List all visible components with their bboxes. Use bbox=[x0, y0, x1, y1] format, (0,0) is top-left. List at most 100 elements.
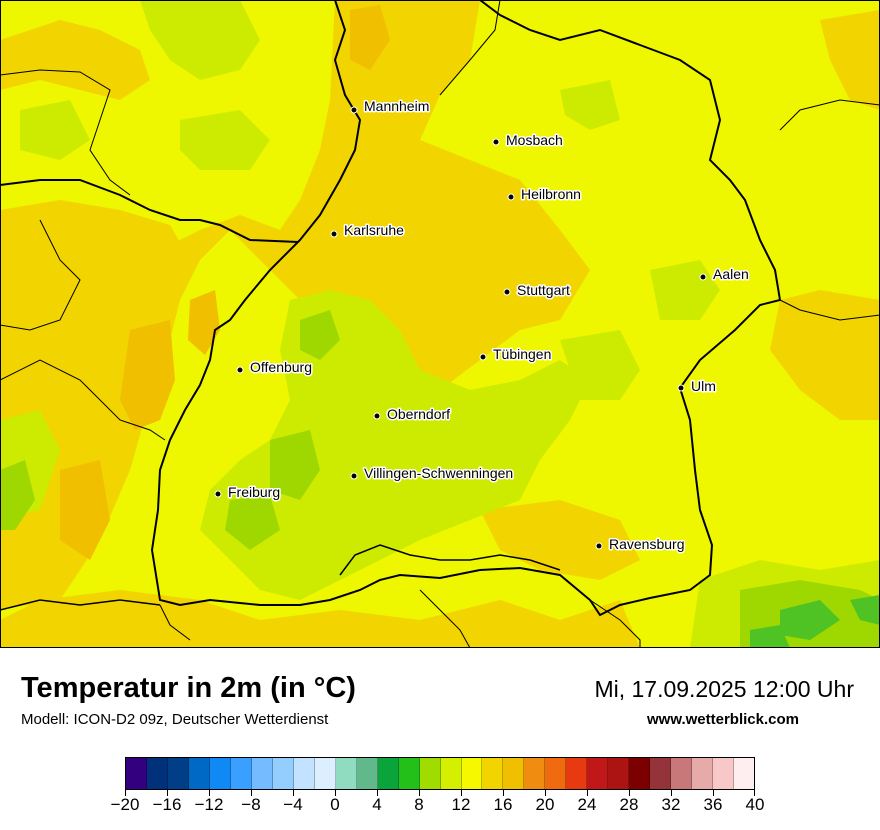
svg-text:Tübingen: Tübingen bbox=[493, 346, 551, 362]
colorbar-tick-label: 28 bbox=[619, 795, 639, 814]
svg-text:Villingen-Schwenningen: Villingen-Schwenningen bbox=[364, 465, 513, 481]
temperature-colorbar bbox=[125, 757, 755, 790]
city-aalen: Aalen bbox=[699, 265, 750, 284]
colorbar-tick-label: 36 bbox=[703, 795, 723, 814]
colorbar-tick bbox=[545, 790, 546, 796]
colorbar-segment bbox=[314, 758, 336, 789]
colorbar-segment bbox=[167, 758, 189, 789]
colorbar-segment bbox=[692, 758, 714, 789]
colorbar-tick-label: 24 bbox=[577, 795, 597, 814]
city-mannheim: Mannheim bbox=[350, 97, 431, 116]
colorbar-tick bbox=[293, 790, 294, 796]
svg-text:Freiburg: Freiburg bbox=[228, 484, 280, 500]
colorbar-segment bbox=[188, 758, 210, 789]
colorbar-tick-label: 16 bbox=[493, 795, 513, 814]
model-credit: Modell: ICON-D2 09z, Deutscher Wetterdie… bbox=[21, 711, 329, 728]
colorbar-tick bbox=[167, 790, 168, 796]
colorbar-segment bbox=[356, 758, 378, 789]
colorbar-segment bbox=[545, 758, 567, 789]
colorbar-segment bbox=[146, 758, 168, 789]
colorbar-segment bbox=[671, 758, 693, 789]
city-stuttgart: Stuttgart bbox=[503, 281, 572, 300]
colorbar-segment bbox=[251, 758, 273, 789]
colorbar-segment bbox=[461, 758, 483, 789]
colorbar-ticks: −20 −16 −12 −8 −4 0 4 8 12 16 20 24 28 32 36 40 bbox=[111, 790, 764, 830]
colorbar-segment bbox=[377, 758, 399, 789]
colorbar-segment bbox=[293, 758, 315, 789]
colorbar-segment bbox=[126, 758, 147, 789]
city-villingen-schwenningen: Villingen-Schwenningen bbox=[350, 464, 515, 483]
city-tuebingen: Tübingen bbox=[479, 345, 553, 364]
colorbar-segment bbox=[713, 758, 735, 789]
colorbar-tick-label: 0 bbox=[330, 795, 340, 814]
borders bbox=[0, 0, 880, 648]
colorbar-tick bbox=[713, 790, 714, 796]
svg-text:Karlsruhe: Karlsruhe bbox=[344, 222, 404, 238]
colorbar-segment bbox=[230, 758, 252, 789]
svg-text:Offenburg: Offenburg bbox=[250, 359, 312, 375]
colorbar-tick bbox=[587, 790, 588, 796]
field-warmer bbox=[60, 5, 390, 560]
temperature-map: Mannheim Mosbach Heilbronn Karlsruhe Aal… bbox=[0, 0, 880, 648]
colorbar-tick bbox=[335, 790, 336, 796]
city-oberndorf: Oberndorf bbox=[373, 405, 452, 424]
colorbar-segment bbox=[608, 758, 630, 789]
colorbar-tick bbox=[461, 790, 462, 796]
colorbar-tick bbox=[209, 790, 210, 796]
city-markers: Mannheim Mosbach Heilbronn Karlsruhe Aal… bbox=[214, 97, 750, 554]
colorbar-tick-label: 4 bbox=[372, 795, 382, 814]
website-link[interactable]: www.wetterblick.com bbox=[647, 711, 799, 728]
colorbar-tick-label: 8 bbox=[414, 795, 424, 814]
city-offenburg: Offenburg bbox=[236, 358, 314, 377]
svg-text:Stuttgart: Stuttgart bbox=[517, 282, 570, 298]
colorbar-tick-label: −20 bbox=[110, 795, 140, 814]
svg-text:Mosbach: Mosbach bbox=[506, 132, 563, 148]
colorbar-segment bbox=[209, 758, 231, 789]
colorbar-tick bbox=[377, 790, 378, 796]
city-ulm: Ulm bbox=[677, 377, 717, 396]
colorbar-tick bbox=[503, 790, 504, 796]
svg-text:Heilbronn: Heilbronn bbox=[521, 186, 581, 202]
city-heilbronn: Heilbronn bbox=[507, 185, 582, 204]
city-karlsruhe: Karlsruhe bbox=[330, 221, 406, 240]
colorbar-segment bbox=[482, 758, 504, 789]
colorbar-tick bbox=[125, 790, 126, 796]
colorbar-segment bbox=[587, 758, 609, 789]
colorbar-tick bbox=[251, 790, 252, 796]
colorbar-tick-label: −16 bbox=[152, 795, 182, 814]
state-border bbox=[150, 0, 782, 617]
colorbar-tick bbox=[419, 790, 420, 796]
colorbar-tick-label: 40 bbox=[745, 795, 765, 814]
colorbar-tick-label: 12 bbox=[451, 795, 471, 814]
colorbar-segment bbox=[398, 758, 420, 789]
colorbar-tick-label: 20 bbox=[535, 795, 555, 814]
city-ravensburg: Ravensburg bbox=[595, 535, 686, 554]
svg-text:Mannheim: Mannheim bbox=[364, 98, 429, 114]
colorbar-tick-label: −4 bbox=[283, 795, 303, 814]
colorbar-tick-label: −8 bbox=[241, 795, 261, 814]
svg-text:Ulm: Ulm bbox=[691, 378, 716, 394]
city-freiburg: Freiburg bbox=[214, 483, 282, 502]
colorbar-segment bbox=[419, 758, 441, 789]
field-cool bbox=[0, 0, 880, 648]
svg-text:Ravensburg: Ravensburg bbox=[609, 536, 685, 552]
colorbar-segment bbox=[734, 758, 755, 789]
svg-text:Oberndorf: Oberndorf bbox=[387, 406, 450, 422]
map-title: Temperatur in 2m (in °C) bbox=[21, 672, 356, 704]
colorbar-tick bbox=[629, 790, 630, 796]
field-cold bbox=[750, 595, 880, 648]
colorbar-segment bbox=[440, 758, 462, 789]
colorbar-segment bbox=[629, 758, 651, 789]
svg-text:Aalen: Aalen bbox=[713, 266, 749, 282]
colorbar-segment bbox=[566, 758, 588, 789]
colorbar-tick-label: −12 bbox=[194, 795, 224, 814]
colorbar-segment bbox=[524, 758, 546, 789]
colorbar-segment bbox=[650, 758, 672, 789]
city-mosbach: Mosbach bbox=[492, 131, 564, 150]
colorbar-tick-label: 32 bbox=[661, 795, 681, 814]
colorbar-segment bbox=[335, 758, 357, 789]
colorbar-tick bbox=[754, 790, 755, 796]
colorbar-tick bbox=[671, 790, 672, 796]
forecast-datetime: Mi, 17.09.2025 12:00 Uhr bbox=[594, 676, 854, 702]
colorbar-segment bbox=[272, 758, 294, 789]
